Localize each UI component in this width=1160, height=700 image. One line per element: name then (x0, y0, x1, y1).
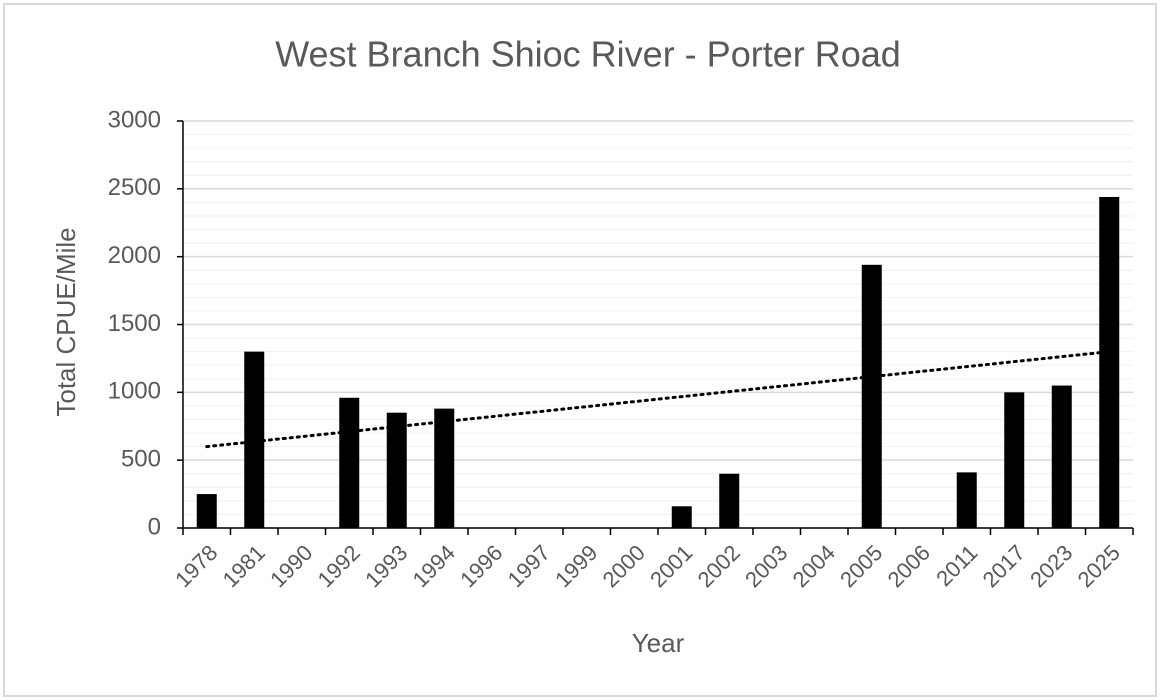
bar (196, 494, 217, 528)
bar (1004, 392, 1025, 528)
bar (386, 412, 407, 528)
y-tick-label: 2500 (108, 174, 161, 201)
y-tick-label: 0 (148, 513, 161, 540)
y-tick-label: 500 (121, 446, 161, 473)
chart-border (3, 3, 1157, 697)
y-tick-label: 1000 (108, 378, 161, 405)
bar (1051, 385, 1072, 528)
trendline (205, 350, 1111, 449)
x-axis-label: Year (632, 628, 685, 658)
bar (671, 506, 692, 528)
y-tick-label: 2000 (108, 242, 161, 269)
y-tick-label: 3000 (108, 106, 161, 133)
y-tick-label: 1500 (108, 310, 161, 337)
bar (1099, 196, 1120, 528)
bar (719, 473, 740, 528)
chart-title: West Branch Shioc River - Porter Road (275, 34, 901, 75)
bar (244, 351, 265, 528)
bar (861, 264, 882, 528)
bar (956, 472, 977, 528)
y-axis-label: Total CPUE/Mile (51, 227, 81, 416)
bar (339, 397, 360, 528)
bar (434, 408, 455, 528)
